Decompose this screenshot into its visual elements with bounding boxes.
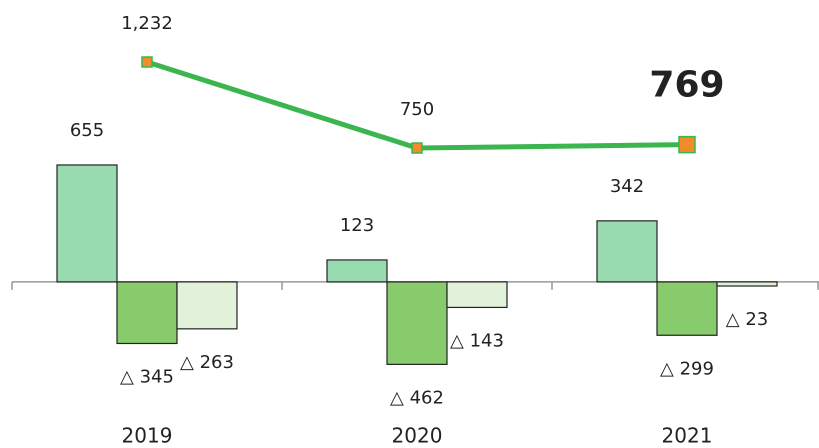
line-label: 750: [400, 99, 434, 120]
line-marker: [411, 142, 423, 154]
data-label: △ 143: [450, 330, 504, 351]
bar: [716, 281, 778, 287]
data-label: 655: [70, 120, 104, 141]
bar: [596, 220, 658, 283]
data-label: △ 345: [120, 366, 174, 387]
bar: [386, 281, 448, 365]
bar: [116, 281, 178, 345]
line-label: 1,232: [121, 13, 173, 34]
data-label: △ 462: [390, 387, 444, 408]
bar: [326, 259, 388, 283]
data-label: △ 263: [180, 352, 234, 373]
bar: [446, 281, 508, 309]
x-tick-label: 2020: [392, 424, 443, 448]
line-marker: [141, 56, 153, 68]
data-label: △ 23: [726, 309, 768, 330]
bar: [176, 281, 238, 330]
data-label: 123: [340, 215, 374, 236]
x-tick-label: 2021: [662, 424, 713, 448]
x-tick-label: 2019: [122, 424, 173, 448]
line-label: 769: [649, 65, 724, 106]
bar: [656, 281, 718, 336]
bar: [56, 164, 118, 283]
data-label: △ 299: [660, 358, 714, 379]
line-marker: [678, 135, 696, 154]
data-label: 342: [610, 176, 644, 197]
